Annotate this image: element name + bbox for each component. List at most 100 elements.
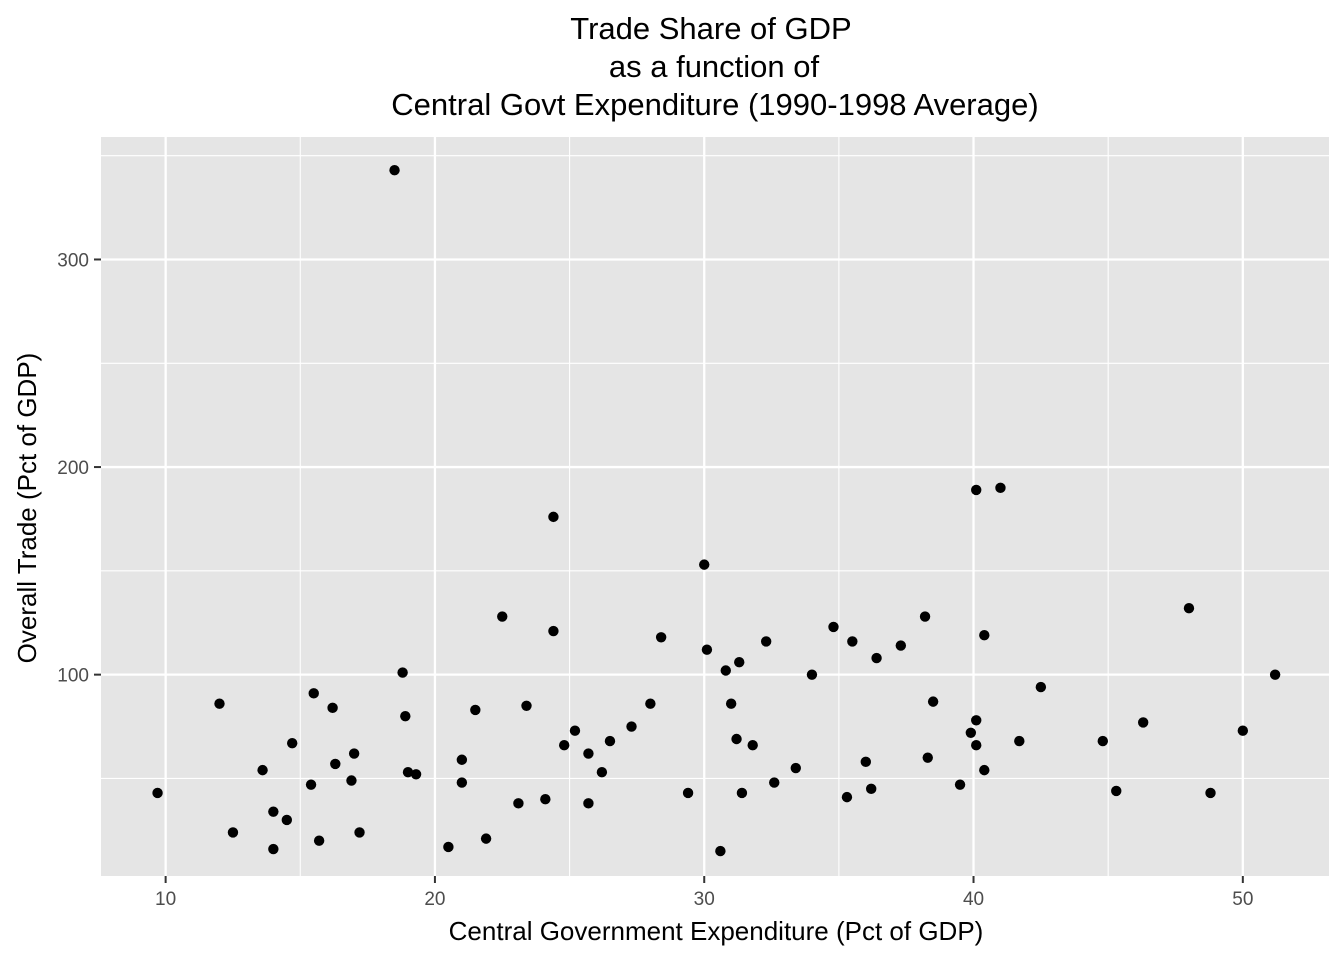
data-point [979, 764, 990, 776]
data-point [860, 756, 872, 768]
y-tick-label: 100 [57, 666, 89, 687]
data-point [1183, 603, 1195, 614]
data-point [348, 748, 360, 759]
data-point [682, 787, 694, 799]
data-point [443, 841, 454, 853]
data-point [725, 698, 737, 709]
data-point [806, 669, 818, 680]
data-point [227, 827, 239, 838]
data-point [583, 748, 594, 759]
data-point [655, 632, 667, 643]
data-point [327, 702, 338, 714]
data-point [521, 700, 532, 711]
data-points [152, 165, 1281, 857]
data-point [971, 484, 982, 496]
data-point [965, 727, 977, 738]
data-point [497, 611, 508, 622]
data-point [971, 740, 982, 751]
data-point [548, 511, 559, 523]
chart-title-line-3: Central Govt Expenditure (1990-1998 Aver… [391, 87, 1038, 122]
x-tick-label: 20 [424, 889, 445, 910]
data-point [927, 696, 939, 707]
x-tick-label: 10 [155, 889, 176, 910]
data-point [731, 733, 742, 745]
data-point [736, 787, 748, 799]
data-point [257, 764, 268, 776]
data-point [1035, 681, 1047, 693]
data-point [480, 833, 492, 844]
x-tick-label: 50 [1232, 889, 1253, 910]
x-tick-label: 40 [963, 889, 984, 910]
data-point [922, 752, 933, 763]
data-point [701, 644, 713, 655]
data-point [354, 827, 365, 838]
data-point [871, 652, 882, 664]
data-point [720, 665, 731, 676]
plot-panel [101, 137, 1329, 876]
x-tick-label: 30 [694, 889, 715, 910]
data-point [596, 767, 608, 778]
data-point [540, 793, 551, 805]
y-axis-title: Overall Trade (Pct of GDP) [12, 353, 42, 664]
data-point [287, 737, 298, 749]
data-point [1269, 669, 1281, 680]
data-point [558, 740, 570, 751]
data-point [865, 783, 877, 795]
data-point [268, 806, 279, 817]
y-tick-labels: 100 200 300 [57, 250, 89, 686]
data-point [699, 559, 710, 570]
data-point [513, 798, 524, 809]
data-point [470, 704, 481, 716]
data-point [954, 779, 966, 790]
data-point [760, 636, 772, 647]
data-point [268, 843, 279, 855]
data-point [1111, 785, 1122, 797]
data-point [346, 775, 357, 786]
data-point [410, 769, 422, 780]
data-point [995, 482, 1006, 494]
data-point [604, 735, 616, 747]
data-point [895, 640, 907, 651]
data-point [397, 667, 408, 678]
chart-title-line-1: Trade Share of GDP [570, 11, 851, 46]
data-point [828, 621, 839, 633]
data-point [715, 845, 726, 857]
y-tick-label: 200 [57, 458, 89, 479]
data-point [548, 625, 559, 637]
data-point [583, 798, 594, 809]
data-point [281, 814, 293, 826]
data-point [841, 791, 853, 803]
data-point [747, 740, 758, 751]
data-point [734, 656, 745, 668]
data-point [971, 715, 982, 726]
data-point [152, 787, 163, 799]
data-point [790, 762, 801, 774]
data-point [569, 725, 581, 736]
data-point [214, 698, 225, 709]
data-point [308, 688, 319, 699]
data-point [919, 611, 931, 622]
data-point [1014, 735, 1025, 747]
data-point [305, 779, 317, 790]
x-axis-title: Central Government Expenditure (Pct of G… [449, 916, 984, 946]
data-point [645, 698, 656, 709]
data-point [626, 721, 637, 732]
data-point [1097, 735, 1108, 747]
data-point [389, 165, 400, 176]
data-point [330, 758, 341, 770]
data-point [456, 754, 468, 765]
data-point [456, 777, 468, 788]
y-tick-label: 300 [57, 250, 89, 271]
data-point [979, 630, 990, 641]
data-point [402, 767, 414, 778]
data-point [769, 777, 780, 788]
x-tick-labels: 10 20 30 40 50 [155, 889, 1253, 910]
data-point [1205, 787, 1216, 799]
data-point [400, 710, 411, 722]
data-point [313, 835, 325, 846]
axis-ticks [94, 258, 1244, 883]
chart-title-line-2: as a function of [609, 49, 820, 84]
major-gridlines [101, 137, 1329, 876]
data-point [847, 636, 858, 647]
